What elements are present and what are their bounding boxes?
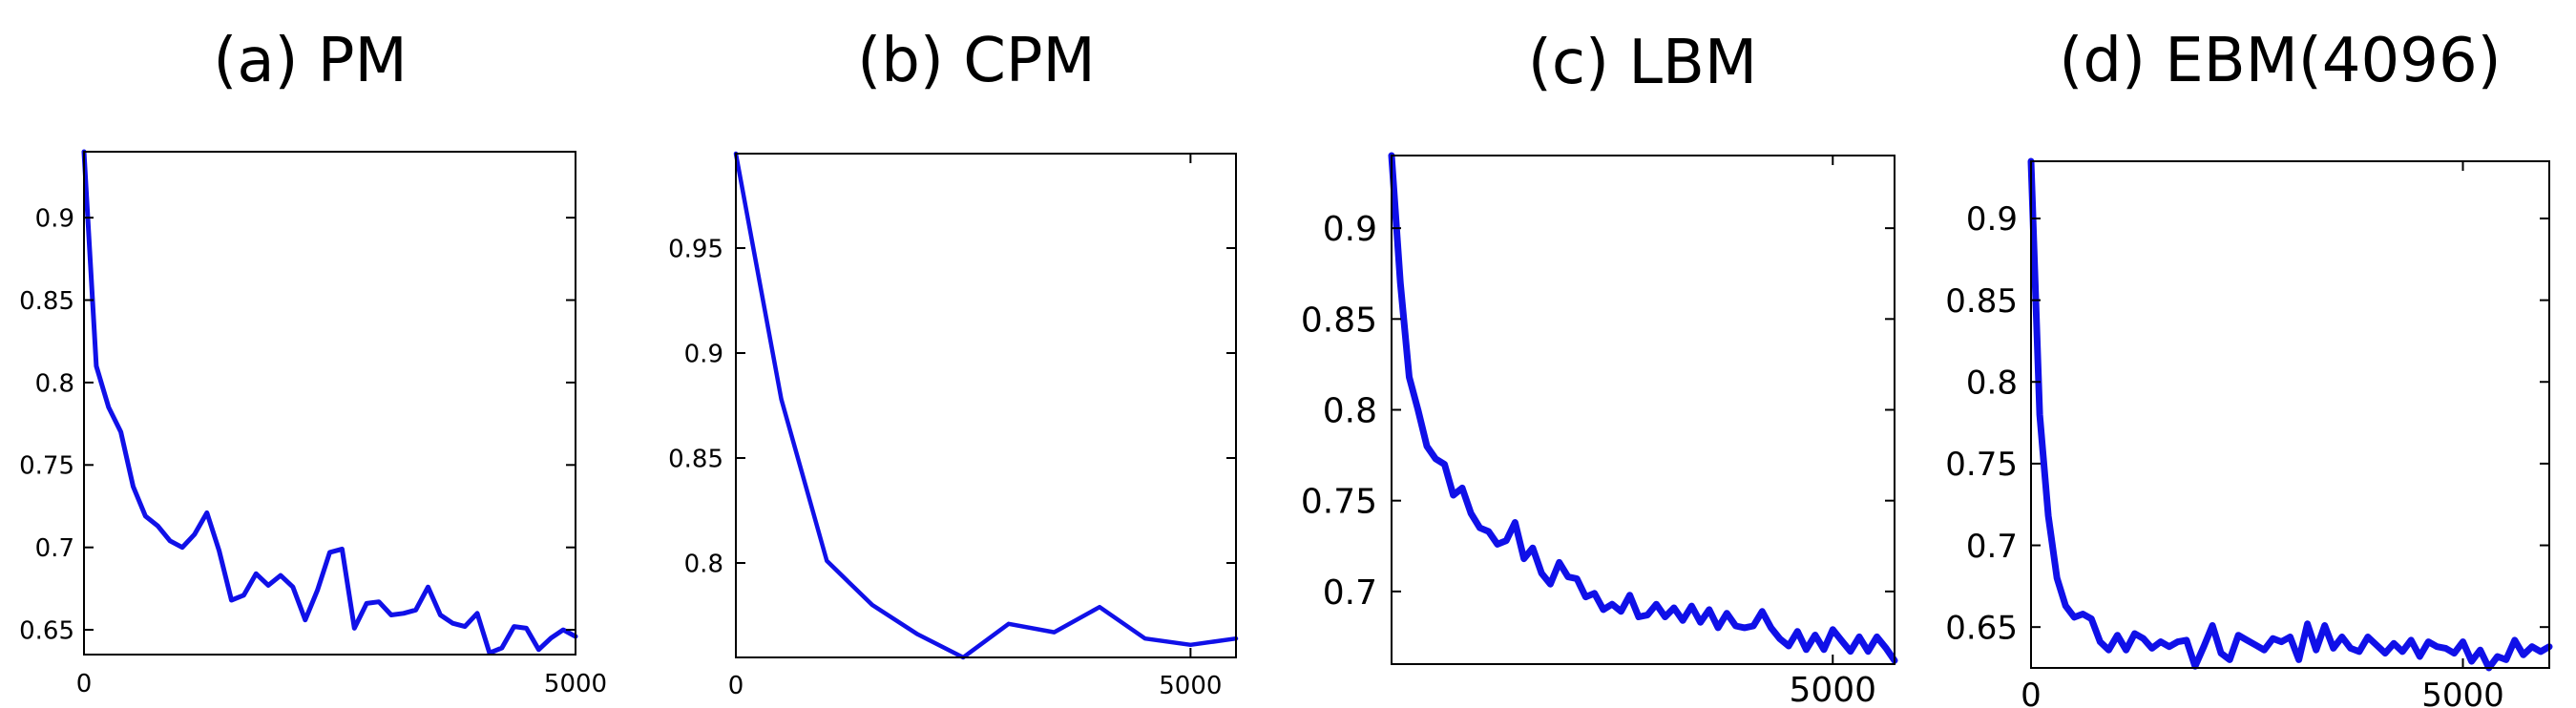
series-line	[1388, 152, 1898, 664]
y-tick-label: 0.8	[1323, 391, 1377, 430]
series-line	[81, 149, 578, 656]
plot-frame	[1391, 155, 1895, 665]
chart-panel-4: (d) EBM(4096) 0.65 0.7 0.75 0.8 0.85 0.9 0 5000	[1945, 26, 2553, 708]
x-tick-label: 5000	[2421, 677, 2504, 708]
plot-frame	[83, 151, 576, 656]
y-tick-label: 0.7	[35, 534, 74, 563]
series-line	[2027, 157, 2553, 672]
y-tick-label: 0.8	[684, 550, 723, 578]
y-tick-label: 0.9	[1966, 200, 2018, 239]
y-tick-label: 0.85	[668, 445, 723, 473]
chart-panel-3: (c) LBM 0.7 0.75 0.8 0.85 0.9 5000	[1301, 28, 1898, 708]
chart-panel-1: (a) PM 0.65 0.7 0.75 0.8 0.85 0.9 0 5000	[19, 26, 607, 698]
y-tick-label: 0.8	[1966, 364, 2018, 402]
y-tick-label: 0.85	[1945, 282, 2018, 321]
x-tick-label: 5000	[1789, 671, 1876, 708]
x-tick-label: 0	[2021, 677, 2042, 708]
x-tick-label: 5000	[544, 670, 607, 698]
chart-panel-2: (b) CPM 0.8 0.85 0.9 0.95 0 5000	[668, 26, 1239, 700]
chart-title: (a) PM	[213, 26, 407, 96]
y-tick-label: 0.85	[1301, 301, 1377, 340]
plot-frame	[735, 153, 1237, 658]
x-tick-label: 0	[76, 670, 93, 698]
y-tick-label: 0.7	[1966, 528, 2018, 566]
y-tick-label: 0.7	[1323, 573, 1377, 613]
y-tick-label: 0.8	[35, 369, 74, 398]
y-tick-label: 0.85	[19, 287, 74, 316]
y-tick-label: 0.9	[684, 340, 723, 368]
chart-title: (b) CPM	[857, 26, 1095, 96]
chart-title: (d) EBM(4096)	[2059, 26, 2501, 96]
y-tick-label: 0.75	[19, 452, 74, 481]
y-tick-label: 0.75	[1301, 483, 1377, 522]
y-tick-label: 0.95	[668, 235, 723, 263]
x-tick-label: 0	[728, 672, 744, 700]
plot-frame	[2030, 160, 2550, 669]
y-tick-label: 0.75	[1945, 446, 2018, 484]
x-tick-label: 5000	[1159, 672, 1222, 700]
chart-title: (c) LBM	[1528, 28, 1757, 98]
y-tick-label: 0.9	[1323, 210, 1377, 249]
y-tick-label: 0.65	[1945, 609, 2018, 647]
y-tick-label: 0.65	[19, 616, 74, 645]
y-tick-label: 0.9	[35, 204, 74, 233]
series-line	[733, 151, 1239, 660]
